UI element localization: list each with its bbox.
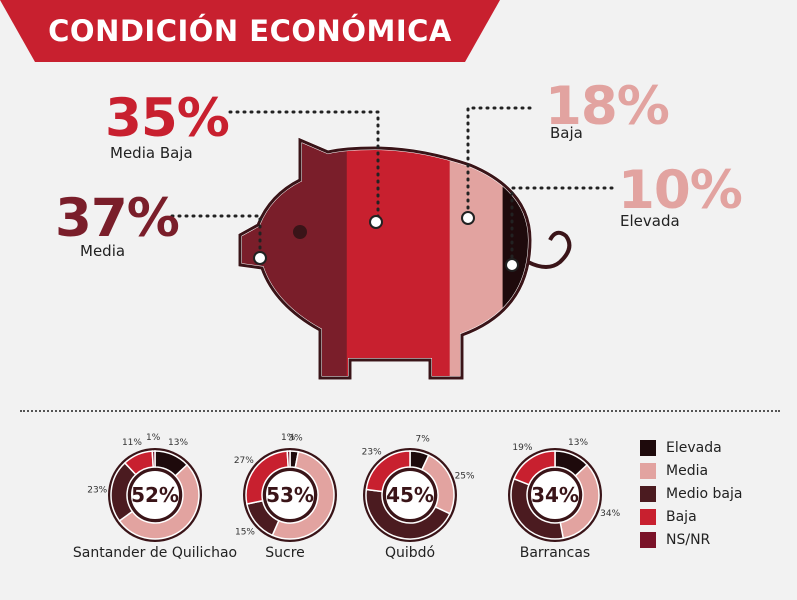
title-banner [0,0,500,62]
donut-charts: 13% 23% 11% 1% 52% 3% 15% 27% 1% 53% 7% 25% 23% 45% 13… [87,433,621,542]
donut-slice-label: 13% [168,438,188,448]
donut-slice-label: 3% [288,433,303,443]
legend-label-medio-baja: Medio baja [666,485,743,502]
donut-center-value: 52% [131,483,179,507]
donut-slice-baja [365,450,411,493]
donut-slice-label: 34% [600,509,620,519]
leader-baja [466,106,532,220]
donut-slice-label: 23% [87,486,107,496]
legend-swatch-nsnr [640,531,656,548]
donut-slice-media [271,450,335,540]
legend-label-nsnr: NS/NR [666,531,711,548]
donut-label-quibdo: Quibdó [384,545,436,561]
donut-center-value: 34% [531,483,579,507]
legend-swatch-baja [640,508,656,525]
section-divider [20,410,780,412]
donut-slice-label: 25% [455,471,475,481]
donut-label-santander: Santander de Quilichao [72,545,238,561]
pig-tail [527,230,572,269]
legend-item-baja: Baja [640,505,742,528]
label-baja: Baja [550,124,583,142]
pct-media: 37% [55,188,180,249]
legend: Elevada Media Medio baja Baja NS/NR [640,436,742,551]
donut-center [129,469,181,521]
marker-media-baja [369,215,383,229]
leader-elevada [510,186,614,267]
legend-label-baja: Baja [666,508,697,525]
donut-slice-label: 13% [568,438,588,448]
legend-item-media: Media [640,459,742,482]
legend-item-nsnr: NS/NR [640,528,742,551]
donut-slice-baja [513,450,556,486]
donut-slice-label: 7% [416,434,431,444]
marker-elevada [505,258,519,272]
leader-media [170,214,262,260]
label-media-baja: Media Baja [110,144,193,162]
marker-baja [461,211,475,225]
donut-slice-label: 1% [146,433,161,443]
legend-item-elevada: Elevada [640,436,742,459]
donut-slice-label: 1% [281,433,296,443]
label-media: Media [80,242,126,260]
legend-item-medio-baja: Medio baja [640,482,742,505]
donut-slice-ns-nr [151,450,156,468]
pig-band-media-baja [346,140,451,378]
legend-swatch-medio-baja [640,485,656,502]
pig-eye [293,225,307,239]
page-title: CONDICIÓN ECONÓMICA [48,14,452,48]
donut-center-value: 53% [266,483,314,507]
donut-slice-label: 27% [234,456,254,466]
legend-label-media: Media [666,462,709,479]
marker-media [253,251,267,265]
legend-swatch-elevada [640,439,656,456]
donut-label-sucre: Sucre [265,545,305,561]
donut-center [529,469,581,521]
donut-slice-media [118,463,200,540]
donut-center-value: 45% [386,483,434,507]
label-elevada: Elevada [620,212,680,230]
donut-label-barrancas: Barrancas [519,545,591,561]
donut-slice-label: 23% [362,447,382,457]
donut-slice-medio-baja [365,488,451,540]
pig-outline [238,137,532,380]
donut-slice-label: 11% [122,438,142,448]
legend-swatch-media [640,462,656,479]
pct-elevada: 10% [618,160,743,221]
pct-baja: 18% [545,76,670,137]
donut-slice-label: 15% [235,528,255,538]
donut-center [264,469,316,521]
pct-media-baja: 35% [105,88,230,149]
donut-slice-ns-nr [286,450,291,468]
leader-media-baja [228,110,380,224]
donut-center [384,469,436,521]
piggy-bank-chart [170,106,614,380]
donut-slice-label: 19% [512,443,532,453]
legend-label-elevada: Elevada [666,439,722,456]
